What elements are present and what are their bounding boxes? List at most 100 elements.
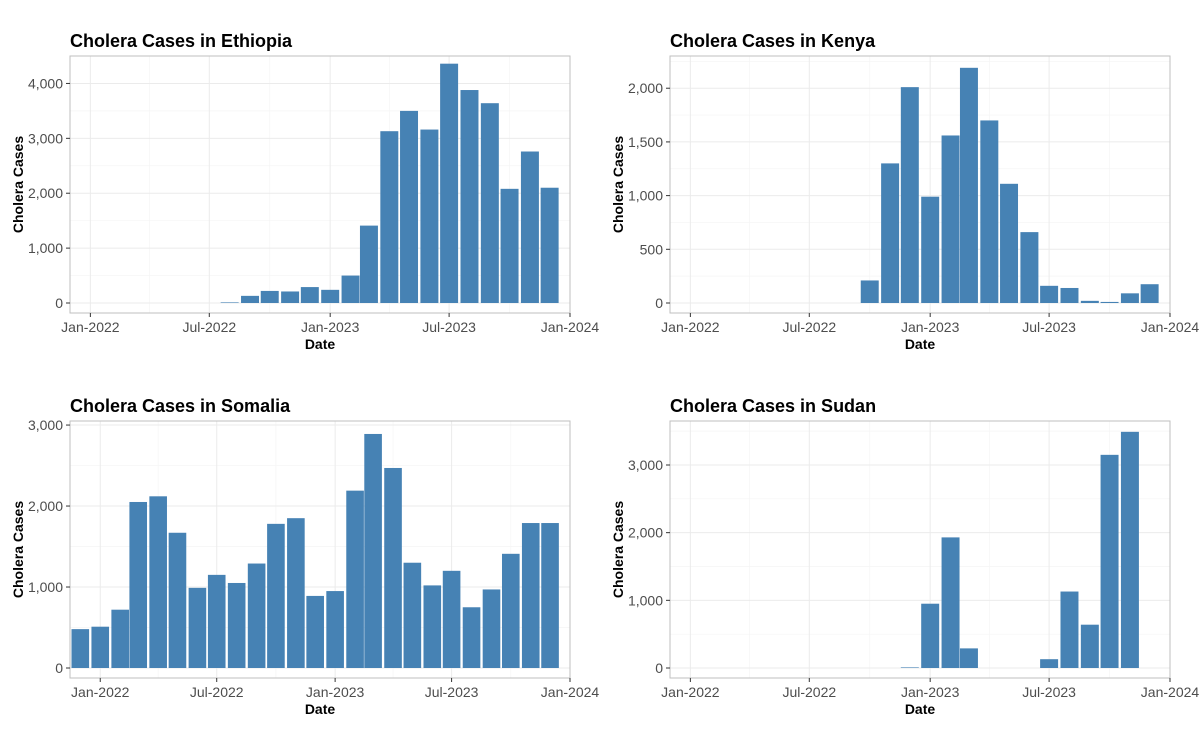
x-tick-label: Jul-2022 xyxy=(190,684,244,700)
bar xyxy=(541,523,559,668)
bar xyxy=(1120,293,1139,303)
bar xyxy=(1060,591,1079,668)
y-tick-label: 500 xyxy=(640,241,664,257)
x-tick-label: Jul-2023 xyxy=(1022,319,1076,335)
bar xyxy=(129,501,148,668)
bar xyxy=(900,667,919,668)
x-axis-label: Date xyxy=(905,336,936,352)
bar xyxy=(1080,300,1099,303)
x-tick-label: Jul-2023 xyxy=(1022,684,1076,700)
bar xyxy=(941,537,960,668)
bar xyxy=(227,582,246,668)
y-tick-label: 2,000 xyxy=(28,498,63,514)
bar xyxy=(480,103,499,303)
bar xyxy=(1040,285,1059,303)
bar xyxy=(1120,431,1139,668)
plot-frame xyxy=(69,55,571,314)
bar xyxy=(1020,232,1039,303)
y-axis-label: Cholera Cases xyxy=(610,501,626,598)
bar xyxy=(440,63,459,304)
bar xyxy=(346,490,364,668)
bar xyxy=(364,433,382,668)
x-axis-label: Date xyxy=(305,336,336,352)
minor-gridlines xyxy=(70,56,570,313)
x-tick-label: Jan-2023 xyxy=(901,684,960,700)
x-tick-label: Jan-2024 xyxy=(541,319,600,335)
plot-frame xyxy=(669,55,1171,314)
chart-sudan: 0 1,000 2,000 3,000 Jan-2022 Jul-2022 Jan-2023… xyxy=(600,365,1199,730)
bar xyxy=(359,225,378,303)
bar xyxy=(921,603,940,668)
bar xyxy=(281,291,300,303)
bar xyxy=(260,290,279,303)
bar xyxy=(188,587,207,668)
plot-frame xyxy=(69,420,571,679)
chart-title: Cholera Cases in Sudan xyxy=(670,396,876,416)
chart-svg: 0 1,000 2,000 3,000 Jan-2022 Jul-2022 Jan-2023… xyxy=(610,396,1199,717)
bar xyxy=(442,570,461,668)
chart-somalia: 0 1,000 2,000 3,000 Jan-2022 Jul-2022 Jan-2023… xyxy=(0,365,600,730)
minor-gridlines xyxy=(670,56,1170,313)
bar xyxy=(400,110,419,303)
y-tick-label: 2,000 xyxy=(628,80,663,96)
x-tick-label: Jan-2024 xyxy=(541,684,600,700)
x-axis-label: Date xyxy=(905,701,936,717)
x-tick-label: Jul-2022 xyxy=(782,319,836,335)
x-tick-label: Jan-2024 xyxy=(1141,319,1199,335)
x-tick-label: Jan-2022 xyxy=(61,319,120,335)
bar xyxy=(500,188,519,303)
bar xyxy=(91,626,110,668)
x-axis-label: Date xyxy=(305,701,336,717)
bar xyxy=(501,553,520,668)
bar xyxy=(380,131,399,303)
x-tick-label: Jul-2022 xyxy=(782,684,836,700)
bar xyxy=(980,120,999,304)
bar xyxy=(1060,287,1079,303)
bar xyxy=(423,585,442,668)
chart-svg: 0 1,000 2,000 3,000 Jan-2022 Jul-2022 Jan-2023… xyxy=(10,396,600,717)
y-tick-label: 1,000 xyxy=(28,240,63,256)
chart-kenya: 0 500 1,000 1,500 2,000 Jan-2022 Jul-2022 Jan-2… xyxy=(600,0,1199,365)
y-tick-label: 2,000 xyxy=(628,525,663,541)
y-tick-label: 0 xyxy=(55,660,63,676)
bar xyxy=(384,467,402,668)
bar xyxy=(267,523,285,668)
bar xyxy=(482,589,501,668)
chart-svg: 0 500 1,000 1,500 2,000 Jan-2022 Jul-2022 Jan-2… xyxy=(610,31,1199,352)
x-tick-label: Jan-2024 xyxy=(1141,684,1199,700)
y-tick-label: 4,000 xyxy=(28,75,63,91)
chart-ethiopia: 0 1,000 2,000 3,000 4,000 Jan-2022 Jul-2022 Jan… xyxy=(0,0,600,365)
y-tick-label: 3,000 xyxy=(628,457,663,473)
bars xyxy=(900,431,1139,668)
bar xyxy=(1000,183,1019,303)
x-tick-label: Jan-2023 xyxy=(301,319,360,335)
bar xyxy=(1080,624,1099,668)
bar xyxy=(207,574,226,668)
x-tick-label: Jan-2023 xyxy=(901,319,960,335)
bar xyxy=(168,532,187,668)
bars xyxy=(71,433,559,668)
bar xyxy=(521,523,540,668)
x-tick-label: Jul-2022 xyxy=(182,319,236,335)
y-axis-label: Cholera Cases xyxy=(610,136,626,233)
bar xyxy=(462,607,481,668)
y-tick-label: 0 xyxy=(55,295,63,311)
bar xyxy=(420,129,439,303)
bar xyxy=(321,289,340,303)
x-tick-label: Jan-2022 xyxy=(661,684,720,700)
bars xyxy=(860,67,1159,304)
bar xyxy=(220,302,239,303)
x-tick-label: Jan-2023 xyxy=(306,684,365,700)
bar xyxy=(247,563,266,668)
y-tick-label: 2,000 xyxy=(28,185,63,201)
x-tick-label: Jan-2022 xyxy=(661,319,720,335)
y-tick-label: 1,000 xyxy=(628,188,663,204)
bar xyxy=(1100,454,1119,668)
y-tick-label: 0 xyxy=(655,660,663,676)
bar xyxy=(71,629,90,668)
y-axis-label: Cholera Cases xyxy=(10,501,26,598)
bar xyxy=(326,591,344,668)
bar xyxy=(306,595,324,668)
bar xyxy=(403,562,422,668)
chart-title: Cholera Cases in Somalia xyxy=(70,396,291,416)
